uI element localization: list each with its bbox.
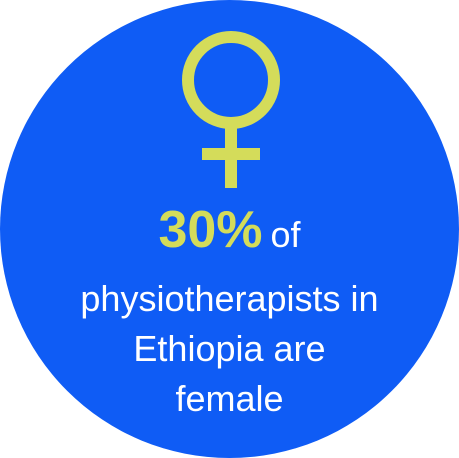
- stat-line-3: Ethiopia are: [133, 328, 326, 369]
- stat-percentage: 30%: [158, 201, 263, 259]
- stat-of-word: of: [270, 214, 301, 255]
- stat-line-2: physiotherapists in: [80, 278, 379, 319]
- stat-headline: 30% of: [0, 198, 459, 262]
- female-symbol-icon: [182, 31, 280, 188]
- stat-line-4: female: [175, 378, 284, 419]
